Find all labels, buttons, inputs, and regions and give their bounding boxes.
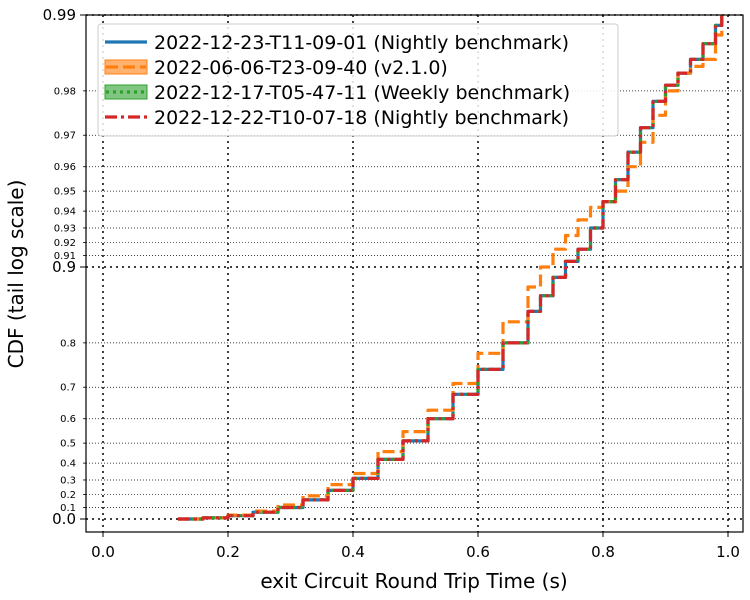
- y-tick-label-minor: 0.93: [54, 223, 76, 234]
- y-tick-label-minor: 0.97: [54, 131, 76, 142]
- legend-label-2: 2022-06-06-T23-09-40 (v2.1.0): [154, 57, 448, 79]
- y-tick-label-minor: 0.4: [60, 459, 76, 470]
- y-tick-label-minor: 0.94: [54, 207, 76, 218]
- y-tick-label-minor: 0.6: [60, 414, 76, 425]
- legend-swatch-3: [105, 85, 147, 99]
- x-tick-label: 0.4: [341, 543, 365, 561]
- x-tick-label: 0.2: [216, 543, 240, 561]
- x-tick-label: 0.8: [591, 543, 615, 561]
- x-tick-label: 1.0: [716, 543, 740, 561]
- x-axis-title: exit Circuit Round Trip Time (s): [260, 569, 567, 593]
- y-tick-label-major: 0.99: [43, 6, 76, 24]
- y-axis-title: CDF (tail log scale): [4, 180, 28, 369]
- y-tick-label-minor: 0.8: [60, 338, 76, 349]
- x-tick-label: 0.6: [466, 543, 490, 561]
- y-tick-label-minor: 0.92: [54, 238, 76, 249]
- legend-label-3: 2022-12-17-T05-47-11 (Weekly benchmark): [154, 82, 570, 104]
- legend-label-1: 2022-12-23-T11-09-01 (Nightly benchmark): [154, 32, 569, 54]
- y-tick-label-minor: 0.1: [60, 503, 76, 514]
- y-tick-label-minor: 0.95: [54, 187, 76, 198]
- y-tick-label-minor: 0.91: [54, 251, 76, 262]
- y-tick-label-minor: 0.2: [60, 490, 76, 501]
- x-tick-label: 0.0: [91, 543, 115, 561]
- y-tick-label-minor: 0.96: [54, 162, 76, 173]
- y-tick-label-minor: 0.98: [54, 86, 76, 97]
- y-tick-label-minor: 0.5: [60, 439, 76, 450]
- legend: 2022-12-23-T11-09-01 (Nightly benchmark)…: [98, 24, 618, 136]
- y-tick-label-minor: 0.7: [60, 383, 76, 394]
- y-tick-label-minor: 0.3: [60, 475, 76, 486]
- legend-label-4: 2022-12-22-T10-07-18 (Nightly benchmark): [154, 107, 569, 129]
